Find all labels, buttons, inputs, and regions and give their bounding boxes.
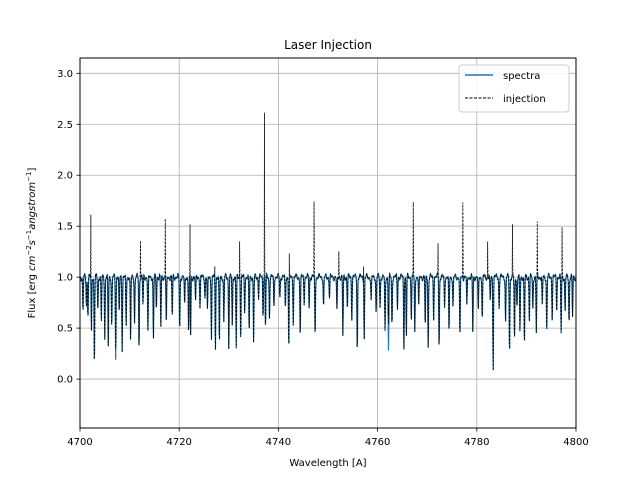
y-label-part: ]: [27, 168, 38, 172]
y-tick-label: 1.5: [57, 222, 73, 233]
y-tick-label: 0.0: [57, 375, 73, 386]
y-label-part: −1: [25, 230, 33, 240]
x-tick-label: 4800: [563, 437, 588, 448]
series-layer: [80, 112, 576, 371]
x-axis-ticks: 4700 4720 4740 4760 4780 4800: [67, 428, 589, 448]
chart-title: Laser Injection: [284, 38, 372, 52]
y-label-part: −2: [25, 245, 33, 255]
legend-label-spectra: spectra: [503, 71, 540, 82]
y-label-part: Flux [erg: [27, 271, 38, 318]
series-line-injection: [80, 112, 576, 371]
y-tick-label: 0.5: [57, 324, 73, 335]
y-axis-ticks: 0.0 0.5 1.0 1.5 2.0 2.5 3.0: [57, 69, 80, 386]
y-tick-label: 1.0: [57, 273, 73, 284]
y-tick-label: 2.0: [57, 171, 73, 182]
legend-box: [458, 64, 570, 113]
y-label-part: cm: [27, 255, 38, 270]
y-label-part: s: [27, 240, 38, 245]
y-tick-label: 2.5: [57, 120, 73, 131]
x-axis-label: Wavelength [A]: [289, 458, 366, 469]
y-label-part: −1: [25, 172, 33, 182]
x-tick-label: 4700: [67, 437, 92, 448]
legend-label-injection: injection: [503, 94, 546, 105]
x-tick-label: 4780: [464, 437, 489, 448]
y-tick-label: 3.0: [57, 69, 73, 80]
x-tick-label: 4720: [166, 437, 191, 448]
x-tick-label: 4760: [365, 437, 390, 448]
legend: spectra injection: [458, 64, 570, 113]
plot-frame: [79, 57, 577, 429]
y-label-part: angstrom: [27, 182, 38, 230]
y-axis-label: Flux [erg cm−2s−1angstrom−1]: [25, 168, 38, 319]
x-tick-label: 4740: [266, 437, 291, 448]
